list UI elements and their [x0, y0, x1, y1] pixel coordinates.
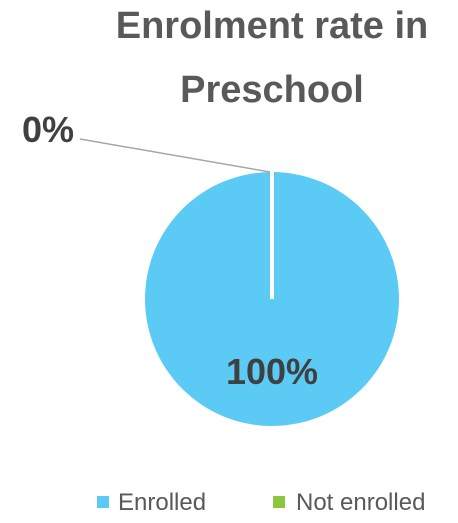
legend-item-enrolled: Enrolled	[97, 489, 206, 516]
leader-line	[79, 138, 271, 173]
legend-swatch-not-enrolled	[273, 496, 285, 508]
legend: Enrolled Not enrolled	[97, 489, 425, 516]
legend-item-not-enrolled: Not enrolled	[273, 489, 425, 516]
chart-title-line-2: Preschool	[180, 69, 364, 111]
chart-title: Enrolment rate in Preschool	[116, 5, 429, 111]
legend-label-enrolled: Enrolled	[118, 489, 206, 516]
legend-label-not-enrolled: Not enrolled	[296, 489, 425, 516]
data-label-not-enrolled: 0%	[22, 109, 74, 150]
legend-swatch-enrolled	[97, 496, 109, 508]
pie-slices	[145, 172, 399, 426]
chart-title-line-1: Enrolment rate in	[116, 5, 429, 47]
data-label-enrolled: 100%	[226, 351, 318, 392]
